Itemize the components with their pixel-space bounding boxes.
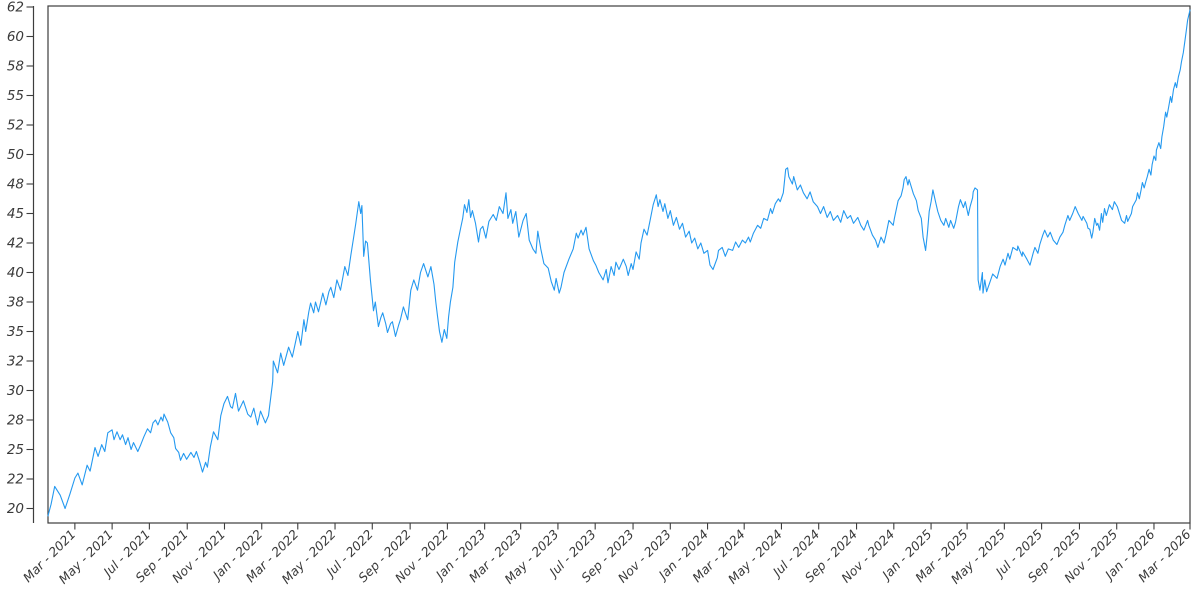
y-tick-label: 22 bbox=[7, 472, 24, 488]
y-tick-label: 58 bbox=[7, 59, 24, 75]
y-tick-label: 32 bbox=[7, 354, 24, 370]
y-tick-label: 40 bbox=[7, 265, 24, 281]
y-tick-label: 28 bbox=[7, 413, 24, 429]
y-tick-label: 48 bbox=[7, 177, 24, 193]
price-line bbox=[47, 9, 1191, 517]
y-tick-label: 55 bbox=[7, 88, 24, 104]
y-tick-label: 42 bbox=[7, 236, 24, 252]
y-tick-label: 25 bbox=[7, 442, 24, 458]
y-tick-label: 30 bbox=[7, 383, 24, 399]
y-tick-label: 62 bbox=[7, 0, 24, 16]
y-tick-label: 60 bbox=[7, 29, 24, 45]
y-tick-label: 35 bbox=[7, 324, 24, 340]
plot-frame bbox=[47, 5, 1191, 524]
y-tick-label: 38 bbox=[7, 295, 24, 311]
y-tick-label: 45 bbox=[7, 206, 24, 222]
y-tick-label: 20 bbox=[7, 501, 24, 517]
y-tick-label: 50 bbox=[7, 147, 24, 163]
y-tick-label: 52 bbox=[7, 118, 24, 134]
